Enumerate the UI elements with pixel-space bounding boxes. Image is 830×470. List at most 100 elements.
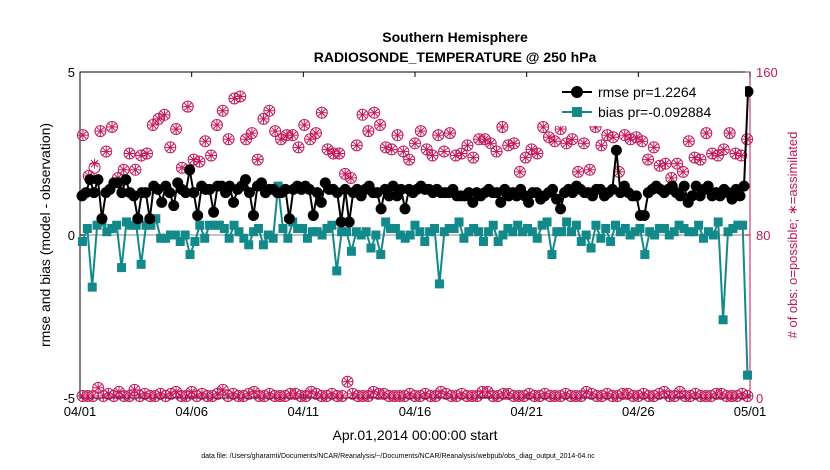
obs_assimilated-point xyxy=(310,128,321,139)
bias-point xyxy=(342,227,352,237)
obs_assimilated-point xyxy=(637,136,648,147)
obs_assimilated-point xyxy=(724,128,735,139)
bias-point xyxy=(454,217,464,227)
bias-point xyxy=(77,237,87,247)
obs_possible-point xyxy=(391,129,404,142)
obs_assimilated-point xyxy=(287,130,298,141)
obs_possible-point xyxy=(76,129,89,142)
bias-point xyxy=(317,230,327,240)
bias-point xyxy=(718,315,728,325)
bias-point xyxy=(557,227,567,237)
bias-point xyxy=(566,227,576,237)
bias-point xyxy=(547,250,557,260)
obs_possible-point xyxy=(309,127,322,140)
obs_assimilated-point xyxy=(648,142,659,153)
bias-point xyxy=(620,223,630,233)
rmse-point xyxy=(184,164,196,176)
rmse-point xyxy=(120,174,132,186)
obs_assimilated-point xyxy=(427,150,438,161)
bias-point xyxy=(268,233,278,243)
obs_possible-point xyxy=(700,127,713,140)
obs_possible-point xyxy=(595,139,608,152)
bias-point xyxy=(219,223,229,233)
bias-point xyxy=(244,240,254,250)
obs_possible-point xyxy=(106,121,119,134)
legend-entry-bias: bias pr=-0.092884 xyxy=(562,104,711,120)
obs_possible-point xyxy=(397,145,410,158)
bias-point xyxy=(170,230,180,240)
obs_assimilated_00z-point xyxy=(674,386,685,397)
obs_assimilated-point xyxy=(369,107,380,118)
chart-title: Southern Hemisphere xyxy=(382,29,528,45)
obs_assimilated-point xyxy=(398,146,409,157)
obs_assimilated_00z-point xyxy=(181,390,192,401)
obs_assimilated-point xyxy=(509,138,520,149)
bias-point xyxy=(410,220,420,230)
obs_assimilated-point xyxy=(118,164,129,175)
obs_assimilated-point xyxy=(584,164,595,175)
obs_assimilated-point xyxy=(619,130,630,141)
bias-point xyxy=(112,220,122,230)
obs_assimilated-point xyxy=(171,124,182,135)
bias-point xyxy=(488,220,498,230)
obs_assimilated-point xyxy=(433,130,444,141)
rmse-point xyxy=(399,203,411,215)
bias-point xyxy=(459,233,469,243)
bias-point xyxy=(200,233,210,243)
obs_assimilated-point xyxy=(316,107,327,118)
obs_possible-point xyxy=(414,125,427,138)
bias-point xyxy=(449,223,459,233)
x-tick-label: 04/16 xyxy=(399,404,432,419)
obs_assimilated-point xyxy=(386,144,397,155)
series-obs_assimilated_00z xyxy=(77,376,753,401)
obs_possible-point xyxy=(537,121,550,134)
obs_assimilated-point xyxy=(375,119,386,130)
obs_possible-point xyxy=(245,127,258,140)
bias-point xyxy=(82,223,92,233)
y-tick-label: -5 xyxy=(63,391,75,406)
rmse-point xyxy=(678,180,690,192)
obs_assimilated-point xyxy=(701,128,712,139)
rmse-point xyxy=(555,203,567,215)
obs_assimilated-point xyxy=(293,142,304,153)
plot-area: 04/01 04/06 04/11 04/16 04/21 04/26 05/01 -5 0 5 0… xyxy=(63,65,777,419)
obs_possible-point xyxy=(170,123,183,136)
bias-point xyxy=(136,259,146,269)
obs_assimilated-point xyxy=(549,136,560,147)
rmse-point xyxy=(188,187,200,199)
bias-point xyxy=(586,243,596,253)
bias-point xyxy=(659,223,669,233)
rmse-point xyxy=(343,216,355,228)
bias-point xyxy=(87,282,97,292)
obs_possible-point xyxy=(362,125,375,138)
obs_assimilated-point xyxy=(485,138,496,149)
bias-point xyxy=(195,220,205,230)
bias-point xyxy=(606,237,616,247)
obs_assimilated-point xyxy=(101,146,112,157)
bias-point xyxy=(513,220,523,230)
x-tick-label: 04/11 xyxy=(288,404,320,419)
obs_assimilated_00z-point xyxy=(430,390,441,401)
obs_possible-point xyxy=(100,145,113,158)
footnote: data file: /Users/gharamti/Documents/NCA… xyxy=(201,453,595,460)
x-tick-label: 04/06 xyxy=(175,404,208,419)
obs_assimilated_00z-point xyxy=(363,390,374,401)
obs_assimilated-point xyxy=(415,126,426,137)
obs_assimilated-point xyxy=(497,122,508,133)
bias-point xyxy=(601,223,611,233)
obs_possible-point xyxy=(682,135,695,148)
legend-label: rmse pr=1.2264 xyxy=(598,84,697,100)
bias-point xyxy=(542,217,552,227)
obs_assimilated-point xyxy=(544,132,554,143)
obs_assimilated-point xyxy=(660,158,671,169)
bias-point xyxy=(190,237,200,247)
bias-point xyxy=(258,240,268,250)
obs_possible-point xyxy=(222,133,235,146)
obs_assimilated-point xyxy=(206,150,217,161)
obs_assimilated_00z-point xyxy=(87,390,98,401)
obs_assimilated-point xyxy=(479,134,490,145)
obs_assimilated-point xyxy=(345,172,356,183)
rmse-point xyxy=(168,200,180,212)
rmse-point xyxy=(243,187,255,199)
obs_assimilated_00z-point xyxy=(441,388,452,399)
